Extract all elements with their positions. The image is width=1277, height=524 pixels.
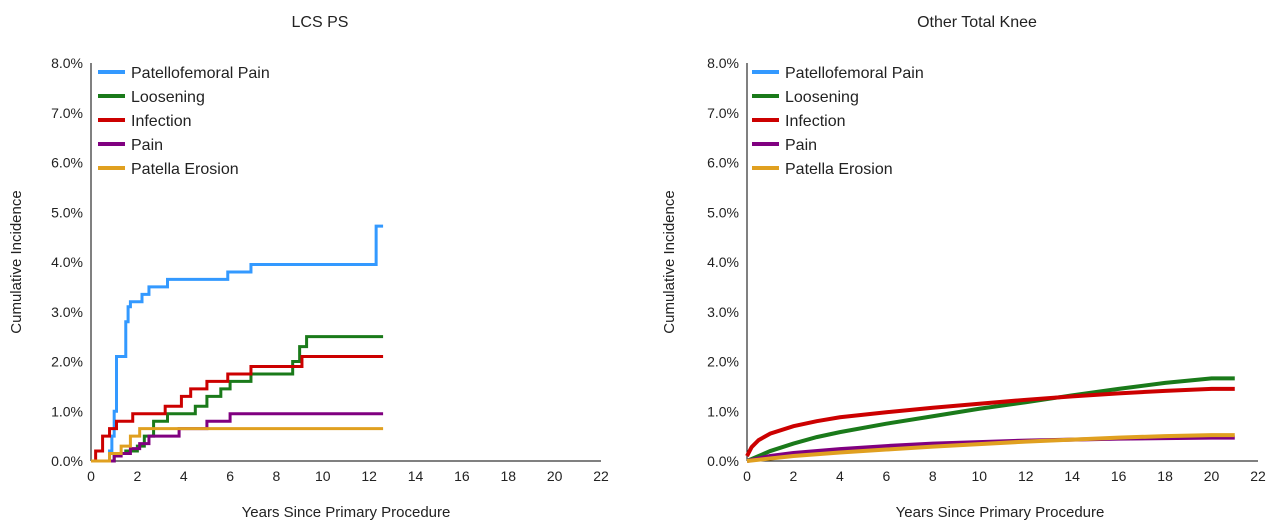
x-axis-title: Years Since Primary Procedure: [896, 504, 1105, 521]
series-line: [746, 435, 1235, 463]
x-tick-label: 22: [593, 468, 609, 484]
y-tick-label: 1.0%: [707, 403, 739, 419]
x-tick-label: 6: [226, 468, 234, 484]
tick-labels: 0.0% 1.0% 2.0% 3.0% 4.0% 5.0% 6.0% 7.0% 8.0% 0 2 4 6…: [707, 55, 1266, 484]
series-line: [746, 433, 1235, 463]
series-lines: [91, 224, 384, 463]
chart-other-total-knee: Other Total Knee Cumulative Incidence Ye…: [661, 14, 1266, 521]
y-tick-label: 6.0%: [51, 155, 83, 171]
x-tick-label: 10: [971, 468, 987, 484]
y-tick-label: 4.0%: [51, 254, 83, 270]
y-tick-label: 2.0%: [707, 354, 739, 370]
y-tick-label: 5.0%: [51, 204, 83, 220]
series-line: [745, 386, 1235, 457]
x-tick-label: 6: [882, 468, 890, 484]
y-tick-label: 1.0%: [51, 403, 83, 419]
series-line: [91, 412, 384, 463]
x-axis-title: Years Since Primary Procedure: [242, 504, 451, 521]
x-tick-label: 16: [454, 468, 470, 484]
x-tick-label: 4: [836, 468, 844, 484]
x-tick-label: 18: [500, 468, 516, 484]
chart-title: Other Total Knee: [917, 14, 1037, 31]
x-tick-label: 20: [1204, 468, 1220, 484]
x-tick-label: 10: [315, 468, 331, 484]
x-tick-label: 16: [1111, 468, 1127, 484]
x-tick-label: 0: [87, 468, 95, 484]
legend-label: Pain: [131, 137, 163, 154]
x-tick-label: 4: [180, 468, 188, 484]
legend-label: Patella Erosion: [785, 161, 893, 178]
legend-label: Infection: [131, 113, 191, 130]
y-tick-label: 7.0%: [51, 105, 83, 121]
axes: [90, 63, 601, 462]
y-tick-label: 2.0%: [51, 354, 83, 370]
x-tick-label: 8: [273, 468, 281, 484]
axes: [746, 63, 1258, 462]
x-tick-label: 12: [361, 468, 377, 484]
legend-label: Pain: [785, 137, 817, 154]
x-tick-label: 2: [790, 468, 798, 484]
x-tick-label: 14: [408, 468, 424, 484]
y-tick-label: 8.0%: [707, 55, 739, 71]
y-tick-label: 0.0%: [51, 453, 83, 469]
x-tick-label: 8: [929, 468, 937, 484]
series-line: [91, 335, 384, 463]
series-lines: [745, 376, 1235, 463]
y-tick-label: 6.0%: [707, 155, 739, 171]
legend: Patellofemoral Pain Loosening Infection Pai…: [98, 65, 270, 178]
series-line: [746, 376, 1235, 463]
series-line: [91, 427, 384, 463]
series-line: [91, 355, 384, 463]
legend: Patellofemoral Pain Loosening Infection Pai…: [752, 65, 924, 178]
legend-label: Patellofemoral Pain: [131, 65, 270, 82]
y-axis-title: Cumulative Incidence: [8, 190, 25, 333]
tick-labels: 0.0% 1.0% 2.0% 3.0% 4.0% 5.0% 6.0% 7.0% 8.0% 0 2 4 6…: [51, 55, 609, 484]
y-tick-label: 4.0%: [707, 254, 739, 270]
x-tick-label: 18: [1157, 468, 1173, 484]
y-axis-title: Cumulative Incidence: [661, 190, 678, 333]
x-tick-label: 12: [1018, 468, 1034, 484]
x-tick-label: 20: [547, 468, 563, 484]
legend-label: Loosening: [131, 89, 205, 106]
chart-title: LCS PS: [292, 14, 349, 31]
y-tick-label: 5.0%: [707, 204, 739, 220]
series-line: [91, 224, 384, 463]
x-tick-label: 14: [1064, 468, 1080, 484]
x-tick-label: 0: [743, 468, 751, 484]
chart-lcs-ps: LCS PS Cumulative Incidence Years Since …: [8, 14, 609, 521]
y-tick-label: 3.0%: [51, 304, 83, 320]
legend-label: Patellofemoral Pain: [785, 65, 924, 82]
legend-label: Infection: [785, 113, 845, 130]
y-tick-label: 7.0%: [707, 105, 739, 121]
legend-label: Patella Erosion: [131, 161, 239, 178]
y-tick-label: 3.0%: [707, 304, 739, 320]
y-tick-label: 8.0%: [51, 55, 83, 71]
legend-label: Loosening: [785, 89, 859, 106]
x-tick-label: 22: [1250, 468, 1266, 484]
y-tick-label: 0.0%: [707, 453, 739, 469]
x-tick-label: 2: [133, 468, 141, 484]
